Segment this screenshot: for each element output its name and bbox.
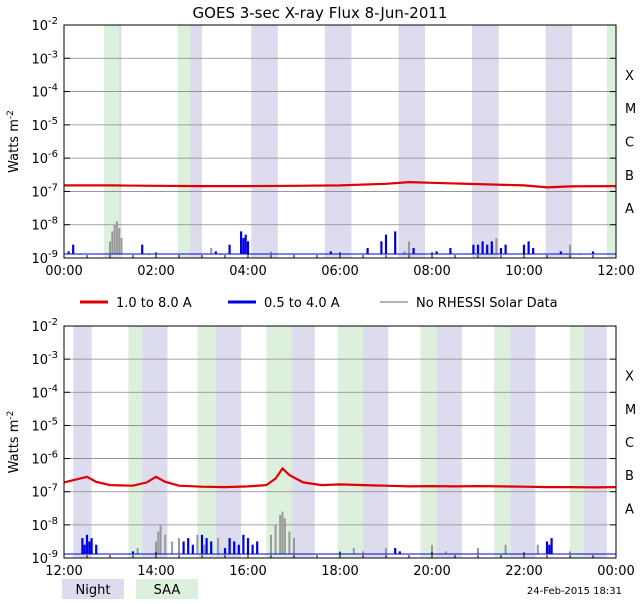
y-axis-label: Watts m-2 — [6, 110, 22, 173]
ytick-label-1e-5: 10-5 — [31, 416, 58, 434]
night-band-4 — [363, 326, 389, 558]
saa-legend-label: SAA — [154, 583, 181, 598]
saa-band-5 — [494, 326, 511, 558]
bottom-panel-plot: 10-9 10-8 10-7 10-6 10-5 10-4 10-3 10-2 A B C M X Wat… — [6, 317, 636, 579]
xtick-label-6: 12:00 — [597, 264, 634, 279]
xtick-label-3: 18:00 — [321, 564, 358, 579]
long-channel-line — [63, 466, 617, 489]
flare-class-A: A — [625, 202, 634, 217]
ytick-label-1e-7: 10-7 — [31, 483, 58, 501]
ytick-label-1e-8: 10-8 — [31, 216, 58, 234]
night-band-5 — [436, 326, 462, 558]
saa-band-1 — [177, 25, 191, 258]
ytick-label-1e-4: 10-4 — [31, 383, 58, 401]
flare-class-C: C — [625, 436, 634, 451]
xtick-label-3: 06:00 — [321, 264, 358, 279]
xtick-label-2: 04:00 — [229, 264, 266, 279]
night-band-0 — [73, 326, 92, 558]
flare-class-M: M — [625, 403, 636, 418]
night-band-6 — [545, 25, 573, 258]
ytick-label-1e-2: 10-2 — [31, 16, 58, 34]
top-panel-plot: 10-9 10-8 10-7 10-6 10-5 10-4 10-3 10-2 A B C M X Wat… — [6, 16, 636, 279]
xtick-label-5: 22:00 — [505, 564, 542, 579]
night-band-5 — [472, 25, 499, 258]
flare-class-A: A — [625, 502, 634, 517]
night-band-1 — [142, 326, 168, 558]
saa-band-4 — [420, 326, 437, 558]
xtick-label-1: 02:00 — [137, 264, 174, 279]
legend-norhessi-label: No RHESSI Solar Data — [416, 296, 558, 311]
flare-class-X: X — [625, 69, 634, 84]
night-band-2 — [251, 25, 278, 258]
night-legend-box — [62, 579, 124, 599]
series-legend: 1.0 to 8.0 A 0.5 to 4.0 A No RHESSI Sola… — [80, 296, 558, 311]
flare-class-B: B — [625, 169, 634, 184]
night-band-2 — [215, 326, 242, 558]
night-band-4 — [398, 25, 426, 258]
saa-band-0 — [128, 326, 143, 558]
xtick-label-1: 14:00 — [137, 564, 174, 579]
night-legend-label: Night — [76, 583, 111, 598]
saa-band-0 — [104, 25, 120, 258]
ytick-label-1e-3: 10-3 — [31, 350, 58, 368]
saa-band-6 — [570, 326, 584, 558]
ytick-label-1e-4: 10-4 — [31, 83, 58, 101]
legend-short-label: 0.5 to 4.0 A — [264, 296, 340, 311]
xtick-label-0: 00:00 — [45, 264, 82, 279]
night-band-3 — [289, 326, 315, 558]
xtick-label-4: 20:00 — [413, 564, 450, 579]
saa-band-3 — [337, 326, 363, 558]
ytick-label-1e-7: 10-7 — [31, 182, 58, 200]
flare-class-X: X — [625, 370, 634, 385]
xtick-label-2: 16:00 — [229, 564, 266, 579]
ytick-label-1e-8: 10-8 — [31, 516, 58, 534]
night-band-7 — [583, 326, 607, 558]
saa-band-2 — [606, 25, 616, 258]
ytick-label-1e-9: 10-9 — [31, 549, 58, 567]
xtick-label-6: 00:00 — [597, 564, 634, 579]
flare-class-M: M — [625, 102, 636, 117]
flare-class-B: B — [625, 469, 634, 484]
saa-band-2 — [266, 326, 292, 558]
y-axis-label: Watts m-2 — [6, 411, 22, 474]
xtick-label-0: 12:00 — [45, 564, 82, 579]
saa-band-1 — [197, 326, 216, 558]
chart-title: GOES 3-sec X-ray Flux 8-Jun-2011 — [193, 4, 448, 22]
ytick-label-1e-2: 10-2 — [31, 317, 58, 335]
ytick-label-1e-9: 10-9 — [31, 249, 58, 267]
legend-long-label: 1.0 to 8.0 A — [116, 296, 192, 311]
ytick-label-1e-3: 10-3 — [31, 49, 58, 67]
ytick-label-1e-6: 10-6 — [31, 450, 58, 468]
night-band-6 — [510, 326, 536, 558]
night-band-3 — [324, 25, 352, 258]
footer-date: 24-Feb-2015 18:31 — [527, 586, 622, 597]
xtick-label-5: 10:00 — [505, 264, 542, 279]
saa-legend-box — [136, 579, 198, 599]
flare-class-C: C — [625, 136, 634, 151]
ytick-label-1e-5: 10-5 — [31, 116, 58, 134]
xtick-label-4: 08:00 — [413, 264, 450, 279]
ytick-label-1e-6: 10-6 — [31, 149, 58, 167]
long-channel-line — [64, 180, 617, 189]
